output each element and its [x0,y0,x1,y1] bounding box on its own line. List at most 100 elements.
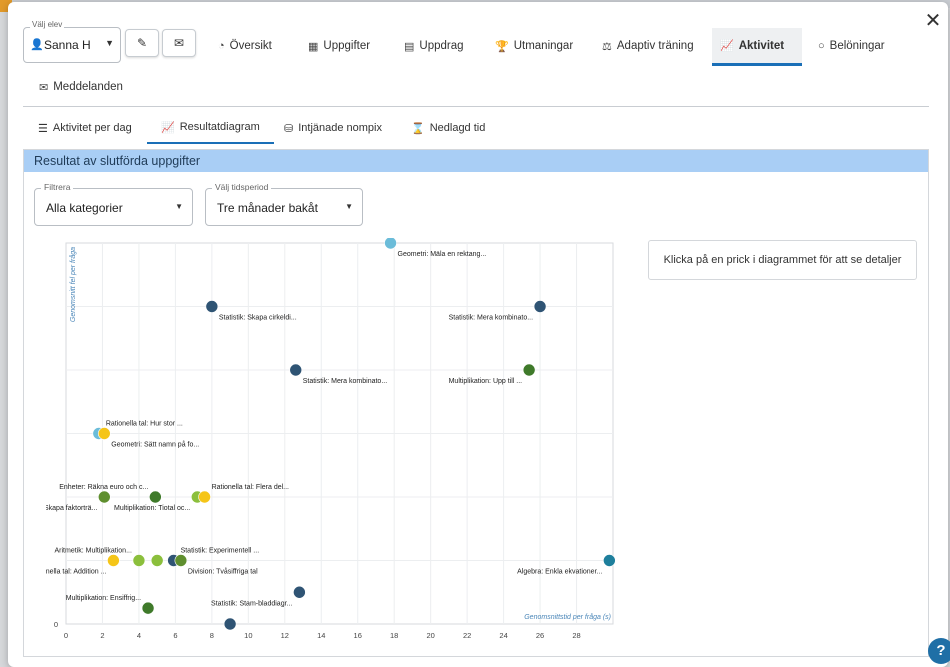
edit-icon: ✎ [136,36,148,50]
filter-select[interactable]: Filtrera Alla kategorier ▼ [34,182,193,226]
edit-button[interactable]: ✎ [125,29,159,57]
circle-icon: ○ [818,40,825,52]
point-label: Statistik: Stam-bladdiagr... [211,600,292,607]
tab-uppgifter[interactable]: ▦ Uppgifter [300,28,378,64]
point-label: Multiplikation: Tiotal oc... [114,505,190,512]
tabs-divider [23,106,929,107]
chart-icon: 📈 [161,121,175,134]
x-tick-label: 12 [281,631,289,640]
x-tick-label: 24 [499,631,507,640]
tab-utmaningar[interactable]: 🏆 Utmaningar [487,28,581,64]
scatter-point[interactable] [205,300,219,313]
scatter-point[interactable] [223,617,237,631]
subtab-resultatdiagram[interactable]: 📈 Resultatdiagram [147,112,274,144]
point-label: Aritmetik: Multiplikation... [55,548,132,555]
scatter-point[interactable] [293,585,306,599]
scatter-point[interactable] [97,490,111,504]
tab-label: Utmaningar [513,40,574,52]
hourglass-icon: ⌛ [411,122,425,135]
subtab-nedlagd-tid[interactable]: ⌛ Nedlagd tid [397,112,499,144]
point-label: Algebra: Enkla ekvationer... [517,569,602,576]
scatter-point[interactable] [132,554,146,567]
dashboard-icon: ◔ [218,40,225,52]
x-tick-label: 4 [137,631,141,640]
chevron-down-icon: ▼ [345,202,353,211]
scatter-point[interactable] [533,300,547,313]
x-axis-label: Genomsnittstid per fråga (s) [524,613,611,621]
point-label: Multiplikation: Ensiffrig... [66,595,141,602]
trophy-icon: 🏆 [495,40,509,53]
x-tick-label: 18 [390,631,398,640]
x-tick-label: 2 [100,631,104,640]
tab-label: Uppdrag [419,40,464,52]
scatter-point[interactable] [107,554,120,567]
tab-oversikt[interactable]: ◔ Översikt [210,28,280,64]
tab-adaptiv-traning[interactable]: ⚖ Adaptiv träning [594,28,702,64]
tab-label: Aktivitet [738,39,785,52]
y-axis-label: Genomsnitt fel per fråga [69,247,77,322]
chevron-down-icon: ▼ [175,202,183,211]
mail-icon: ✉ [173,36,185,50]
list-icon: ☰ [38,122,48,135]
scatter-point[interactable] [141,601,155,615]
scatter-point[interactable] [97,427,111,440]
tab-meddelanden[interactable]: ✉ Meddelanden [31,69,131,105]
subtab-aktivitet-per-dag[interactable]: ☰ Aktivitet per dag [24,112,146,144]
student-select[interactable]: Välj elev 👤 Sanna H ▼ [23,20,121,63]
panel-title: Resultat av slutförda uppgifter [24,150,928,172]
scatter-point[interactable] [174,554,188,567]
details-hint: Klicka på en prick i diagrammet för att … [648,240,917,280]
tab-aktivitet[interactable]: 📈 Aktivitet [712,28,802,66]
mail-icon: ✉ [39,81,49,94]
tab-label: Belöningar [829,40,885,52]
point-label: Statistik: Experimentell ... [181,548,260,555]
subtab-label: Intjänade nompix [298,122,382,134]
x-tick-label: 0 [64,631,68,640]
message-button[interactable]: ✉ [162,29,196,57]
close-icon[interactable]: ✕ [924,10,942,32]
student-select-label: Välj elev [30,20,65,29]
point-label: Multiplikation: Upp till ... [449,378,523,385]
x-tick-label: 6 [173,631,177,640]
x-tick-label: 14 [317,631,325,640]
help-button[interactable]: ? [928,638,950,664]
point-label: Rationella tal: Addition ... [46,569,106,576]
tab-label: Adaptiv träning [616,40,694,52]
scatter-point[interactable] [384,236,397,250]
document-icon: ▤ [404,40,415,53]
subtab-intjanade-nompix[interactable]: ⛁ Intjänade nompix [270,112,396,144]
dumbbell-icon: ⚖ [602,40,612,53]
tab-beloningar[interactable]: ○ Belöningar [810,28,893,64]
point-label: Rationella tal: Hur stor ... [106,421,183,428]
scatter-point[interactable] [603,554,616,567]
filter-value: Alla kategorier [46,201,123,215]
point-label: Geometri: Mäla en rektang... [398,251,487,258]
tab-label: Översikt [229,40,272,52]
scatter-point[interactable] [522,363,536,377]
coins-icon: ⛁ [284,122,294,135]
question-icon: ? [936,642,946,659]
scatter-point[interactable] [198,490,211,504]
subtab-label: Nedlagd tid [429,122,486,134]
point-label: Statistik: Skapa cirkeldi... [219,315,297,322]
point-label: Division: Skapa faktorträ... [46,505,97,512]
scatter-point[interactable] [150,554,164,567]
scatter-point[interactable] [149,490,162,504]
x-tick-label: 10 [244,631,252,640]
period-label: Välj tidsperiod [212,182,272,192]
scatter-point[interactable] [289,363,303,377]
result-scatter-chart: 0 2 4 6 8 10 12 14 16 18 20 22 24 26 28 0 Genomsnittstid… [16,236,626,653]
point-label: Geometri: Sätt namn på fo... [111,441,199,449]
tab-uppdrag[interactable]: ▤ Uppdrag [396,28,472,64]
grid-icon: ▦ [308,40,319,53]
point-label: Rationella tal: Flera del... [212,484,289,491]
period-value: Tre månader bakåt [217,201,318,215]
activity-modal: ✕ Välj elev 👤 Sanna H ▼ ✎ ✉ ◔ Översikt ▦… [8,2,950,667]
y-tick-label: 0 [54,620,58,629]
chart-icon: 📈 [720,40,734,52]
period-select[interactable]: Välj tidsperiod Tre månader bakåt ▼ [205,182,363,226]
scatter-svg: 0 2 4 6 8 10 12 14 16 18 20 22 24 26 280Genomsnittstid… [16,236,616,640]
person-icon: 👤 [30,39,44,51]
student-select-value: Sanna H [44,38,91,52]
x-tick-label: 26 [536,631,544,640]
